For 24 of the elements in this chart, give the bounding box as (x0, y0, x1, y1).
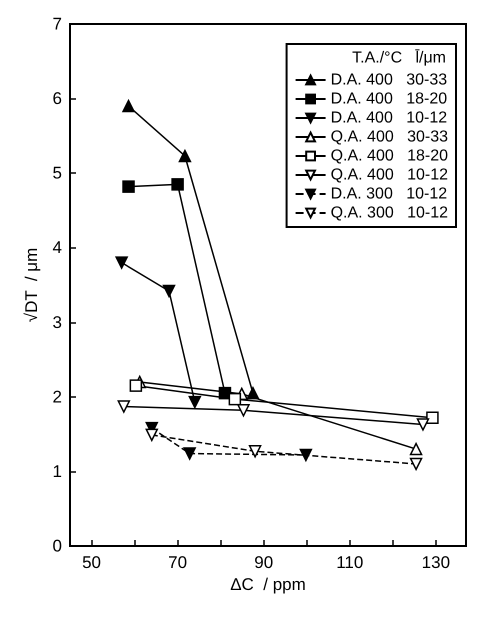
y-tick-label: 4 (52, 238, 62, 258)
x-axis-title: ΔC / ppm (230, 575, 306, 594)
y-tick-label: 6 (52, 89, 62, 108)
legend-label: Q.A. 400 30-33 (330, 128, 448, 146)
legend-label: D.A. 400 30-33 (330, 72, 448, 88)
legend-title: T.A./°C l̄/μm (352, 48, 446, 66)
legend-label: D.A. 400 18-20 (330, 90, 448, 108)
y-tick-label: 3 (52, 312, 62, 332)
y-tick-label: 2 (52, 387, 62, 406)
x-tick-label: 70 (168, 553, 188, 572)
y-tick-label: 1 (52, 462, 62, 481)
legend-label: Q.A. 300 10-12 (330, 204, 448, 222)
legend-label: D.A. 300 10-12 (330, 186, 448, 202)
legend-label: Q.A. 400 10-12 (330, 166, 448, 184)
legend-label: D.A. 400 10-12 (330, 110, 448, 126)
y-tick-label: 0 (52, 536, 62, 556)
legend-label: Q.A. 400 18-20 (330, 148, 448, 164)
x-tick-label: 110 (336, 553, 364, 572)
y-tick-label: 5 (52, 164, 62, 183)
x-tick-label: 50 (82, 553, 101, 572)
x-tick-label: 90 (254, 553, 274, 572)
y-axis-title: √DT / μm (22, 248, 41, 322)
y-tick-label: 7 (52, 14, 62, 34)
x-tick-label: 130 (422, 553, 450, 572)
